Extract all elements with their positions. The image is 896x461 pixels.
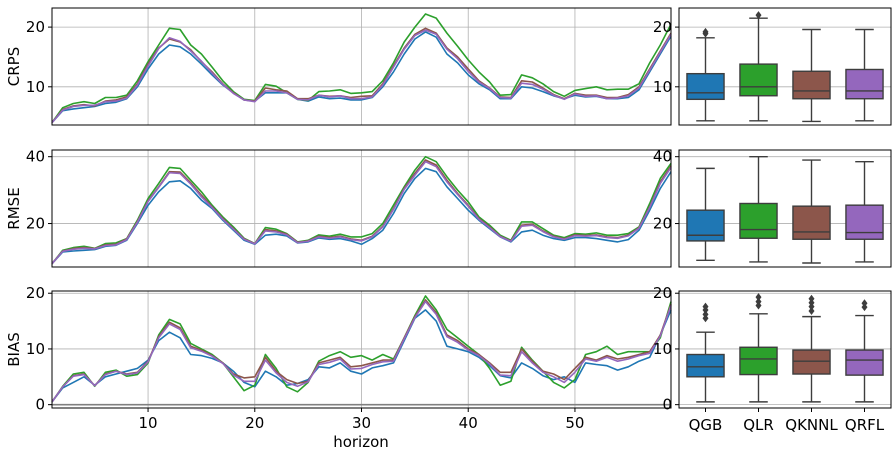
y-axis-label: CRPS — [5, 47, 23, 86]
box-qknnl-iqr — [792, 70, 831, 100]
x-tick-label: 40 — [459, 414, 478, 432]
y-tick-label: 20 — [653, 215, 672, 233]
plot-frame — [678, 7, 892, 126]
category-label-qlr: QLR — [743, 416, 774, 434]
box-qrfl-iqr — [845, 349, 884, 376]
box-qlr-outlier — [755, 297, 762, 306]
y-tick-label: 10 — [26, 340, 45, 358]
box-qlr-outlier — [755, 293, 762, 302]
box-qknnl-iqr — [792, 205, 831, 240]
y-tick-label: 10 — [26, 78, 45, 96]
box-qlr-iqr — [739, 63, 778, 97]
series-line-qgb — [51, 167, 672, 265]
series-line-qrfl — [51, 29, 672, 124]
line-panel-bias: 0 10 20 10 20 30 40 50 BIAS — [5, 284, 672, 432]
x-axis-label: horizon — [333, 433, 389, 451]
box-qknnl-outlier — [808, 294, 815, 303]
box-qlr-outlier — [755, 11, 762, 20]
plot-frame — [678, 149, 892, 268]
series-line-qlr — [51, 155, 672, 265]
series-line-qrfl — [51, 300, 672, 403]
y-tick-label: 0 — [35, 396, 45, 414]
y-tick-label: 20 — [26, 215, 45, 233]
x-tick-label: 10 — [139, 414, 158, 432]
category-label-qknnl: QKNNL — [785, 416, 838, 434]
box-qgb-iqr — [686, 353, 725, 378]
box-qlr-iqr — [739, 346, 778, 376]
box-qlr-iqr — [739, 202, 778, 239]
y-tick-label: 20 — [653, 284, 672, 302]
plot-frame — [51, 149, 672, 268]
y-tick-label: 20 — [653, 18, 672, 36]
y-tick-label: 20 — [26, 18, 45, 36]
x-tick-label: 30 — [352, 414, 371, 432]
box-qgb-iqr — [686, 209, 725, 242]
box-qrfl-iqr — [845, 68, 884, 100]
plot-frame — [51, 7, 672, 126]
y-tick-label: 40 — [26, 148, 45, 166]
series-line-qrfl — [51, 160, 672, 265]
y-tick-label: 10 — [653, 78, 672, 96]
box-qrfl-outlier — [861, 299, 868, 308]
category-label-qgb: QGB — [689, 416, 723, 434]
y-tick-label: 20 — [26, 284, 45, 302]
box-qgb-outlier — [702, 27, 709, 36]
box-panel: 0 10 20 QGB QLR QKNNL QRFL — [653, 284, 892, 434]
box-qgb-outlier — [702, 310, 709, 319]
line-panel-rmse: 20 40 RMSE — [5, 148, 672, 268]
plot-frame — [678, 290, 892, 409]
box-qknnl-outlier — [808, 307, 815, 316]
box-qknnl-iqr — [792, 349, 831, 375]
x-tick-label: 50 — [565, 414, 584, 432]
y-tick-label: 0 — [662, 396, 672, 414]
x-tick-label: 20 — [245, 414, 264, 432]
y-tick-label: 40 — [653, 148, 672, 166]
category-label-qrfl: QRFL — [845, 416, 885, 434]
series-line-qlr — [51, 13, 672, 124]
box-panel: 10 20 — [653, 7, 892, 126]
y-axis-label: RMSE — [5, 187, 23, 229]
y-axis-label: BIAS — [5, 332, 23, 367]
box-qgb-iqr — [686, 72, 725, 101]
box-qrfl-iqr — [845, 204, 884, 240]
box-qgb-outlier — [702, 302, 709, 311]
y-tick-label: 10 — [653, 340, 672, 358]
